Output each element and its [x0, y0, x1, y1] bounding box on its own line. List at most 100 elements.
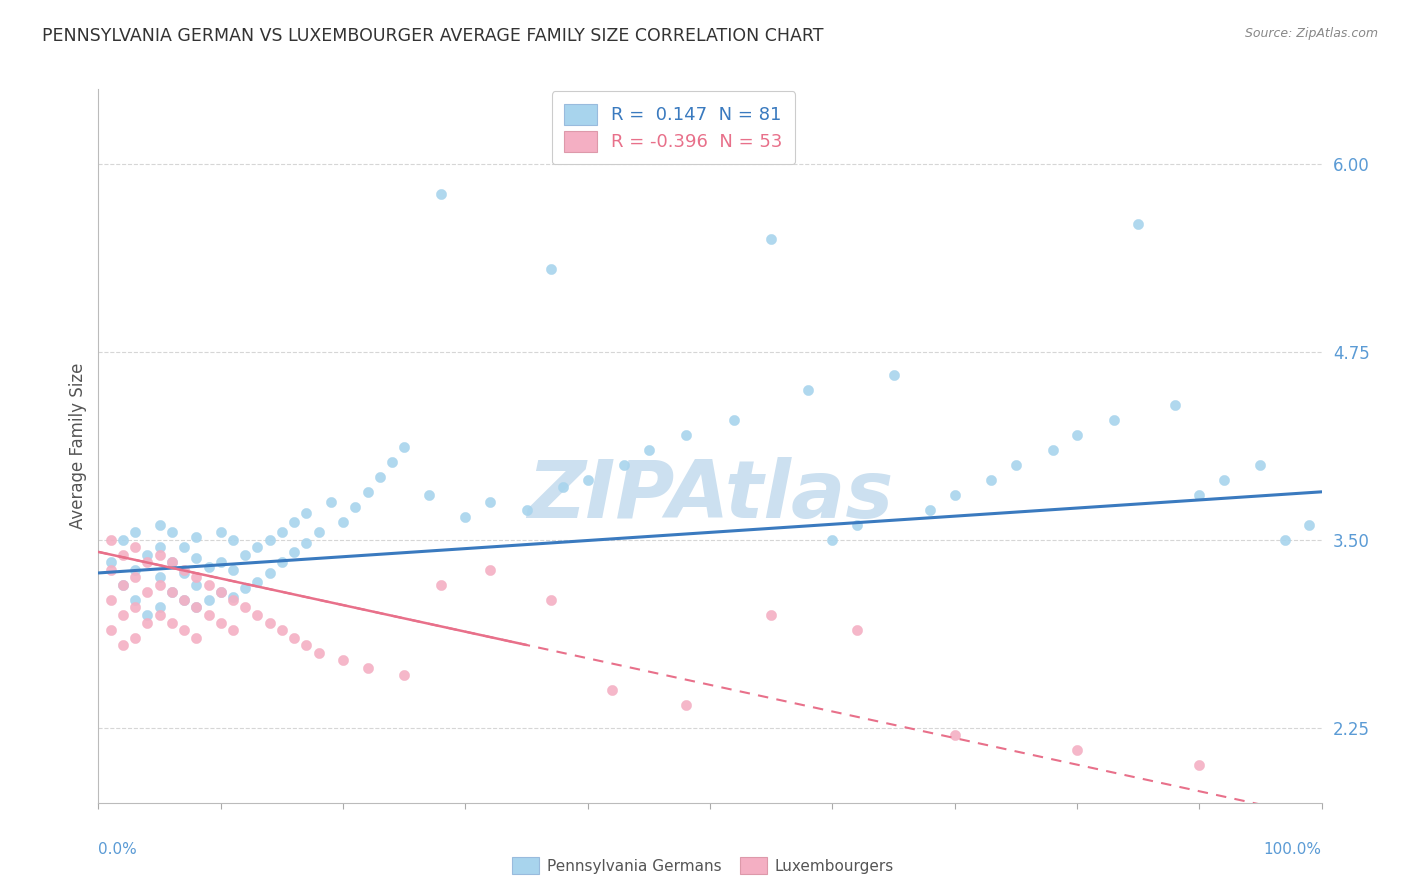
- Point: [222, 623, 245, 637]
- Point: [600, 683, 623, 698]
- Point: [332, 515, 354, 529]
- Point: [160, 556, 183, 570]
- Legend: R =  0.147  N = 81, R = -0.396  N = 53: R = 0.147 N = 81, R = -0.396 N = 53: [551, 91, 796, 164]
- Point: [246, 607, 269, 622]
- Point: [1188, 758, 1211, 772]
- Point: [675, 698, 697, 713]
- Point: [283, 631, 305, 645]
- Point: [111, 607, 134, 622]
- Point: [100, 623, 122, 637]
- Point: [1102, 413, 1125, 427]
- Point: [516, 503, 538, 517]
- Point: [1298, 517, 1320, 532]
- Point: [1274, 533, 1296, 547]
- Legend: Pennsylvania Germans, Luxembourgers: Pennsylvania Germans, Luxembourgers: [506, 851, 900, 880]
- Point: [222, 533, 245, 547]
- Point: [270, 623, 294, 637]
- Point: [197, 560, 219, 574]
- Point: [943, 488, 966, 502]
- Point: [149, 541, 172, 555]
- Point: [478, 563, 501, 577]
- Point: [454, 510, 477, 524]
- Point: [1066, 743, 1088, 757]
- Point: [186, 530, 208, 544]
- Point: [233, 548, 256, 562]
- Point: [209, 585, 232, 599]
- Point: [222, 563, 245, 577]
- Point: [197, 607, 219, 622]
- Text: Source: ZipAtlas.com: Source: ZipAtlas.com: [1244, 27, 1378, 40]
- Point: [845, 623, 868, 637]
- Point: [149, 578, 172, 592]
- Point: [160, 615, 183, 630]
- Point: [197, 578, 219, 592]
- Point: [246, 574, 269, 589]
- Point: [430, 578, 453, 592]
- Point: [100, 533, 122, 547]
- Point: [124, 570, 146, 584]
- Point: [1164, 398, 1187, 412]
- Text: 0.0%: 0.0%: [98, 842, 138, 857]
- Point: [173, 623, 195, 637]
- Point: [173, 593, 195, 607]
- Point: [111, 533, 134, 547]
- Point: [124, 600, 146, 615]
- Point: [186, 550, 208, 565]
- Point: [186, 570, 208, 584]
- Point: [1066, 427, 1088, 442]
- Point: [186, 631, 208, 645]
- Point: [136, 615, 159, 630]
- Point: [1188, 488, 1211, 502]
- Point: [100, 563, 122, 577]
- Point: [920, 503, 942, 517]
- Point: [540, 262, 562, 277]
- Point: [356, 660, 378, 674]
- Point: [540, 593, 562, 607]
- Point: [1042, 442, 1064, 457]
- Point: [111, 578, 134, 592]
- Point: [1004, 458, 1026, 472]
- Point: [308, 646, 330, 660]
- Point: [149, 517, 172, 532]
- Point: [883, 368, 905, 382]
- Point: [136, 556, 159, 570]
- Point: [149, 570, 172, 584]
- Point: [100, 556, 122, 570]
- Point: [124, 593, 146, 607]
- Text: 100.0%: 100.0%: [1264, 842, 1322, 857]
- Point: [124, 541, 146, 555]
- Point: [392, 668, 416, 682]
- Point: [295, 506, 318, 520]
- Point: [222, 590, 245, 604]
- Point: [173, 566, 195, 580]
- Point: [418, 488, 440, 502]
- Point: [233, 600, 256, 615]
- Point: [246, 541, 269, 555]
- Point: [111, 638, 134, 652]
- Point: [943, 728, 966, 742]
- Point: [136, 585, 159, 599]
- Point: [209, 525, 232, 540]
- Text: ZIPAtlas: ZIPAtlas: [527, 457, 893, 535]
- Point: [308, 525, 330, 540]
- Point: [356, 484, 378, 499]
- Point: [283, 515, 305, 529]
- Point: [209, 585, 232, 599]
- Point: [124, 525, 146, 540]
- Point: [723, 413, 745, 427]
- Point: [1250, 458, 1272, 472]
- Point: [197, 593, 219, 607]
- Point: [344, 500, 367, 514]
- Point: [392, 440, 416, 454]
- Point: [295, 638, 318, 652]
- Point: [980, 473, 1002, 487]
- Point: [295, 536, 318, 550]
- Point: [319, 495, 342, 509]
- Point: [111, 578, 134, 592]
- Point: [332, 653, 354, 667]
- Point: [270, 525, 294, 540]
- Text: PENNSYLVANIA GERMAN VS LUXEMBOURGER AVERAGE FAMILY SIZE CORRELATION CHART: PENNSYLVANIA GERMAN VS LUXEMBOURGER AVER…: [42, 27, 824, 45]
- Point: [637, 442, 661, 457]
- Point: [381, 455, 404, 469]
- Point: [124, 563, 146, 577]
